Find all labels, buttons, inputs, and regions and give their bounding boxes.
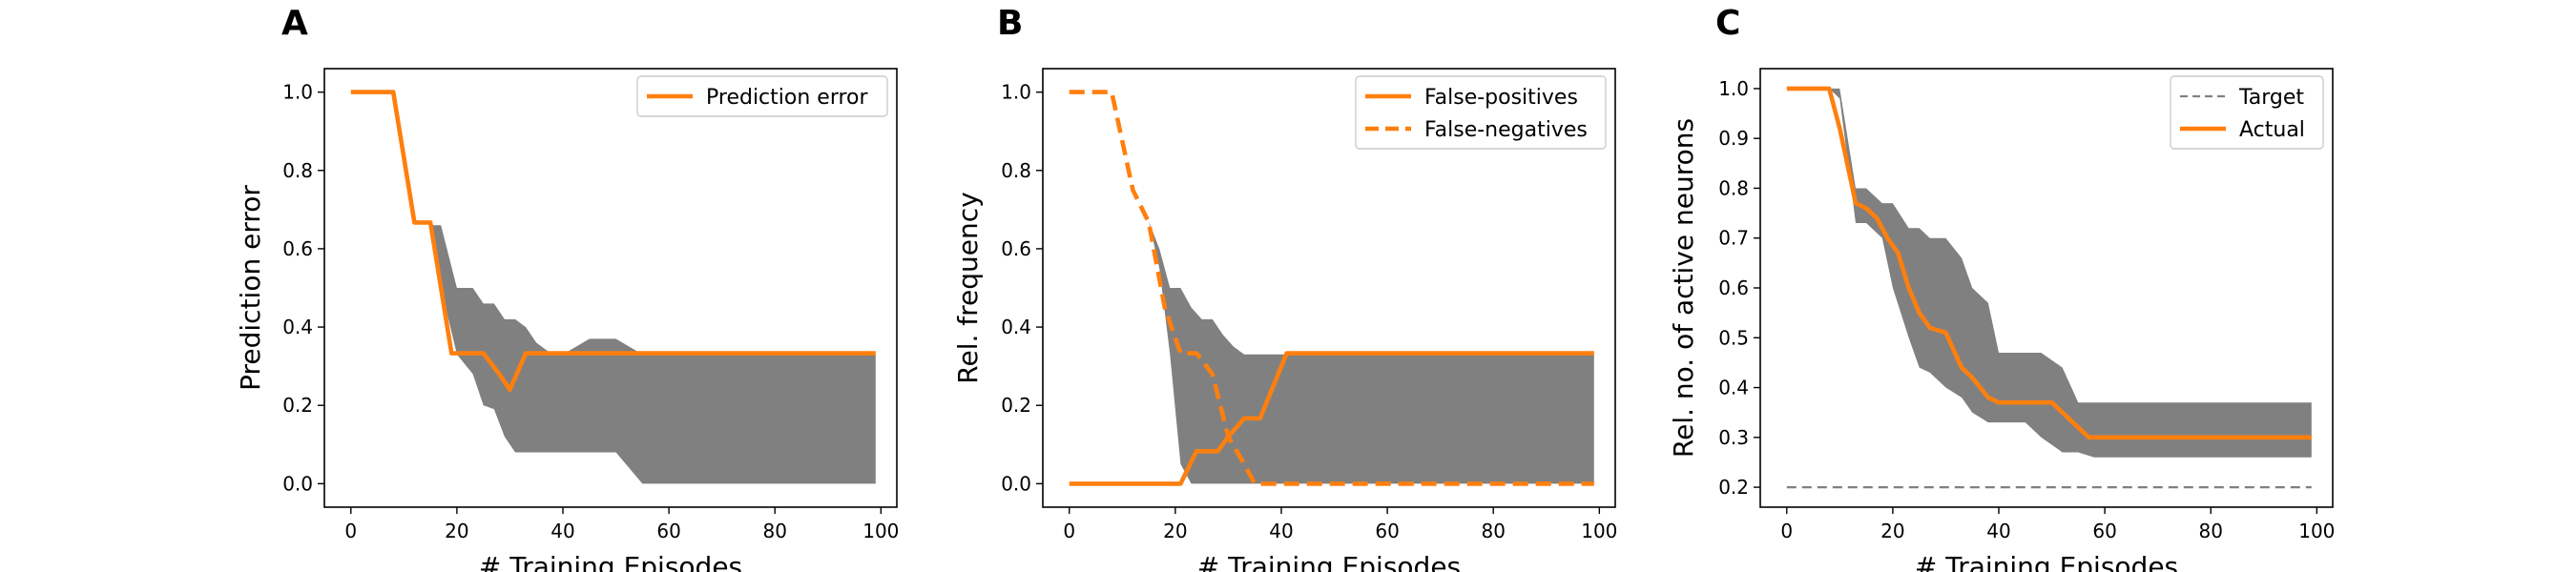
x-tick-label: 0 <box>1780 520 1793 542</box>
x-tick-label: 100 <box>1581 520 1617 542</box>
series-layer <box>1786 86 2312 489</box>
y-tick-label: 0.7 <box>1718 227 1749 250</box>
y-tick-label: 1.0 <box>282 81 313 104</box>
y-tick-label: 0.6 <box>1718 276 1749 299</box>
y-tick-label: 0.2 <box>1001 394 1031 417</box>
legend: Target Actual <box>2170 75 2324 150</box>
y-tick-label: 0.9 <box>1718 127 1749 150</box>
y-tick-label: 1.0 <box>1718 77 1749 100</box>
y-tick-label: 0.8 <box>1718 176 1749 199</box>
y-axis-label: Rel. frequency <box>952 192 984 383</box>
y-tick-label: 0.8 <box>282 159 313 182</box>
x-tick-label: 80 <box>1481 520 1505 542</box>
x-axis-label: # Training Episodes <box>1197 551 1461 572</box>
legend: Prediction error <box>636 75 888 117</box>
x-tick-label: 40 <box>1986 520 2010 542</box>
x-tick-label: 80 <box>2198 520 2222 542</box>
series-line-0 <box>350 90 876 393</box>
panel-c: C 0 20 40 60 80 100 0.2 0.3 0.4 0.5 0.6 0.7 0.8 0.9 1.… <box>1668 4 2335 572</box>
y-tick-label: 0.4 <box>1001 316 1031 338</box>
band-area <box>1786 88 2312 458</box>
x-tick-label: 60 <box>1375 520 1399 542</box>
x-tick-label: 40 <box>1269 520 1293 542</box>
panel-label-c: C <box>1715 4 1740 43</box>
series-line-1 <box>1069 90 1594 486</box>
axis-ticks: 0 20 40 60 80 100 0.0 0.2 0.4 0.6 0.8 1.0 <box>1001 81 1617 542</box>
x-tick-label: 100 <box>862 520 899 542</box>
band-area <box>350 92 876 484</box>
y-tick-label: 0.0 <box>1001 472 1031 495</box>
x-tick-label: 20 <box>445 520 468 542</box>
y-axis-label: Prediction error <box>235 185 266 391</box>
plot-frame <box>323 68 898 508</box>
legend-label: Prediction error <box>706 86 868 110</box>
x-tick-label: 0 <box>344 520 357 542</box>
y-tick-label: 1.0 <box>1001 81 1031 104</box>
legend-box <box>1355 75 1607 150</box>
axis-ticks: 0 20 40 60 80 100 0.2 0.3 0.4 0.5 0.6 0.7 0.8 0.9 1.0 <box>1718 77 2335 542</box>
panel-label-a: A <box>281 4 308 43</box>
confidence-band-layer <box>350 92 876 484</box>
x-axis-label: # Training Episodes <box>1915 551 2178 572</box>
x-tick-label: 60 <box>2092 520 2116 542</box>
y-tick-label: 0.2 <box>1718 476 1749 499</box>
plot-frame <box>1042 68 1616 508</box>
x-axis-label: # Training Episodes <box>479 551 742 572</box>
y-tick-label: 0.5 <box>1718 326 1749 349</box>
legend-label: False-negatives <box>1424 118 1588 142</box>
y-tick-label: 0.2 <box>282 394 313 417</box>
series-layer <box>350 90 876 393</box>
x-tick-label: 60 <box>656 520 680 542</box>
legend-label: False-positives <box>1424 86 1578 110</box>
y-tick-label: 0.0 <box>282 472 313 495</box>
x-tick-label: 20 <box>1880 520 1904 542</box>
x-tick-label: 20 <box>1163 520 1187 542</box>
y-tick-label: 0.4 <box>1718 377 1749 399</box>
confidence-band-layer <box>1786 88 2312 458</box>
legend-box <box>636 75 888 117</box>
y-tick-label: 0.6 <box>282 237 313 260</box>
y-tick-label: 0.4 <box>282 316 313 338</box>
legend-label: Actual <box>2239 118 2305 142</box>
x-tick-label: 0 <box>1063 520 1075 542</box>
panel-a: A 0 20 40 60 80 100 0.0 0.2 0.4 0.6 0.8 1.0 # Train… <box>235 4 899 572</box>
legend: False-positives False-negatives <box>1355 75 1607 150</box>
series-line-1 <box>1786 86 2312 440</box>
panel-b: B 0 20 40 60 80 100 0.0 0.2 0.4 0.6 0.8 1.0 # Train… <box>952 4 1617 572</box>
y-tick-label: 0.6 <box>1001 237 1031 260</box>
y-tick-label: 0.3 <box>1718 426 1749 449</box>
panel-label-b: B <box>997 4 1023 43</box>
legend-label: Target <box>2238 86 2304 110</box>
series-layer <box>1069 90 1594 486</box>
x-tick-label: 40 <box>551 520 574 542</box>
y-tick-label: 0.8 <box>1001 159 1031 182</box>
x-tick-label: 80 <box>762 520 786 542</box>
x-tick-label: 100 <box>2298 520 2335 542</box>
y-axis-label: Rel. no. of active neurons <box>1668 118 1699 458</box>
axis-ticks: 0 20 40 60 80 100 0.0 0.2 0.4 0.6 0.8 1.0 <box>282 81 899 542</box>
